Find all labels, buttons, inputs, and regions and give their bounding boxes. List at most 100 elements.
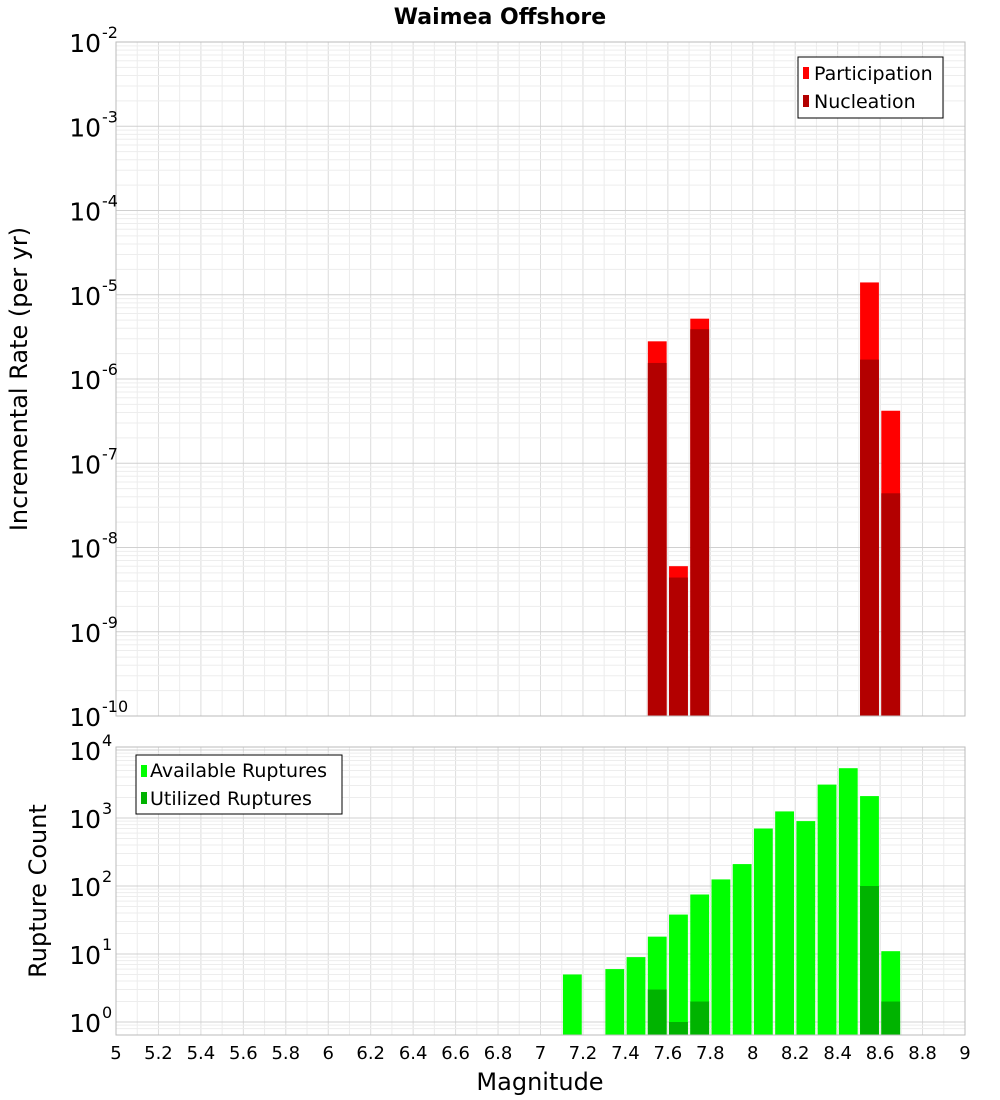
y-tick-base: 10 bbox=[69, 113, 101, 142]
y-tick-base: 10 bbox=[69, 450, 101, 479]
x-tick-label: 6.8 bbox=[484, 1043, 513, 1064]
nucleation-bar bbox=[647, 362, 667, 716]
y-tick-base: 10 bbox=[69, 873, 101, 902]
y-tick-base: 10 bbox=[69, 703, 101, 732]
bottom-bars bbox=[562, 768, 901, 1035]
y-tick-exponent: -2 bbox=[102, 23, 118, 42]
y-tick-label: 10 1 bbox=[69, 935, 112, 970]
available-bar bbox=[753, 828, 773, 1035]
utilized-bar bbox=[860, 886, 879, 1035]
y-tick-exponent: 0 bbox=[102, 1003, 112, 1022]
nucleation-bar bbox=[690, 329, 710, 716]
y-tick-label: 10 -2 bbox=[69, 23, 118, 58]
x-tick-label: 7 bbox=[535, 1043, 546, 1064]
utilized-bar bbox=[647, 989, 667, 1035]
available-bar bbox=[690, 894, 710, 1035]
legend-swatch-nucleation bbox=[803, 95, 809, 107]
x-tick-label: 6.2 bbox=[356, 1043, 385, 1064]
y-tick-exponent: 4 bbox=[102, 731, 112, 750]
y-tick-exponent: -5 bbox=[102, 276, 118, 295]
x-tick-label: 8.4 bbox=[823, 1043, 852, 1064]
available-bar bbox=[711, 879, 731, 1035]
y-tick-base: 10 bbox=[69, 619, 101, 648]
y-tick-exponent: -9 bbox=[102, 613, 118, 632]
y-tick-exponent: -6 bbox=[102, 360, 118, 379]
x-tick-label: 5 bbox=[110, 1043, 121, 1064]
y-tick-base: 10 bbox=[69, 282, 101, 311]
utilized-bar bbox=[669, 1022, 688, 1035]
y-tick-label: 10 3 bbox=[69, 799, 112, 834]
x-tick-label: 9 bbox=[959, 1043, 970, 1064]
y-tick-label: 10 -5 bbox=[69, 276, 118, 311]
x-tick-label: 7.6 bbox=[654, 1043, 683, 1064]
available-bar bbox=[817, 784, 837, 1035]
x-tick-label: 7.4 bbox=[611, 1043, 640, 1064]
available-bar bbox=[838, 768, 858, 1035]
available-bar bbox=[669, 914, 688, 1035]
legend-swatch-utilized bbox=[141, 792, 147, 804]
x-tick-label: 8.6 bbox=[866, 1043, 895, 1064]
nucleation-bar bbox=[881, 493, 901, 716]
legend-label-nucleation: Nucleation bbox=[814, 91, 916, 113]
top-legend-box bbox=[797, 56, 944, 119]
y-tick-base: 10 bbox=[69, 941, 101, 970]
y-tick-exponent: -4 bbox=[102, 192, 118, 211]
y-tick-base: 10 bbox=[69, 198, 101, 227]
legend-label-participation: Participation bbox=[814, 63, 933, 85]
y-tick-label: 10 -3 bbox=[69, 107, 118, 142]
x-tick-label: 6.6 bbox=[441, 1043, 470, 1064]
y-tick-base: 10 bbox=[69, 29, 101, 58]
legend-label-available: Available Ruptures bbox=[150, 760, 327, 782]
y-tick-label: 10 -4 bbox=[69, 192, 118, 227]
y-tick-label: 10 -8 bbox=[69, 529, 118, 564]
x-tick-label: 8.2 bbox=[781, 1043, 810, 1064]
y-tick-base: 10 bbox=[69, 366, 101, 395]
y-tick-label: 10 -9 bbox=[69, 613, 118, 648]
chart-title: Waimea Offshore bbox=[394, 5, 606, 30]
x-tick-label: 5.6 bbox=[229, 1043, 258, 1064]
y-tick-label: 10 -10 bbox=[69, 697, 128, 732]
utilized-bar bbox=[690, 1001, 710, 1035]
bottom-legend-box bbox=[135, 754, 343, 815]
x-tick-label: 7.2 bbox=[569, 1043, 598, 1064]
x-tick-label: 6.4 bbox=[399, 1043, 428, 1064]
y-tick-base: 10 bbox=[69, 805, 101, 834]
y-tick-label: 10 -6 bbox=[69, 360, 118, 395]
y-tick-exponent: -8 bbox=[102, 529, 118, 548]
y-tick-label: 10 -7 bbox=[69, 444, 118, 479]
y-tick-exponent: -3 bbox=[102, 107, 118, 126]
y-tick-exponent: 3 bbox=[102, 799, 112, 818]
top-bars bbox=[647, 282, 901, 716]
y-tick-label: 10 4 bbox=[69, 731, 112, 766]
x-tick-label: 7.8 bbox=[696, 1043, 725, 1064]
y-tick-base: 10 bbox=[69, 535, 101, 564]
utilized-bar bbox=[881, 1001, 901, 1035]
bottom-legend: Available Ruptures Utilized Ruptures bbox=[135, 754, 343, 815]
x-tick-label: 5.2 bbox=[144, 1043, 173, 1064]
available-bar bbox=[562, 974, 582, 1035]
nucleation-bar bbox=[669, 577, 688, 716]
top-y-axis-label: Incremental Rate (per yr) bbox=[5, 227, 33, 531]
legend-swatch-participation bbox=[803, 67, 809, 79]
y-tick-exponent: -10 bbox=[102, 697, 128, 716]
x-tick-label: 5.8 bbox=[271, 1043, 300, 1064]
y-tick-exponent: -7 bbox=[102, 444, 118, 463]
top-y-tick-labels: 10-210-310-410-510-610-710-810-910-10 bbox=[69, 23, 128, 732]
nucleation-bar bbox=[860, 359, 879, 716]
available-bar bbox=[605, 969, 625, 1035]
bottom-y-axis-label: Rupture Count bbox=[24, 804, 52, 978]
x-tick-label: 6 bbox=[323, 1043, 334, 1064]
y-tick-base: 10 bbox=[69, 1009, 101, 1038]
available-bar bbox=[796, 821, 816, 1035]
top-panel: 10-210-310-410-510-610-710-810-910-10 In… bbox=[5, 23, 966, 732]
x-tick-labels: 5 5.2 5.4 5.6 5.8 6 6.2 6.4 6.6 6.8 7 7.2 7.4 7.6 7.8 8… bbox=[110, 1043, 970, 1064]
legend-label-utilized: Utilized Ruptures bbox=[150, 788, 312, 810]
x-tick-label: 5.4 bbox=[187, 1043, 216, 1064]
x-tick-label: 8.8 bbox=[908, 1043, 937, 1064]
bottom-plot-frame bbox=[115, 746, 966, 1036]
legend-swatch-available bbox=[141, 765, 147, 777]
available-bar bbox=[732, 864, 752, 1035]
